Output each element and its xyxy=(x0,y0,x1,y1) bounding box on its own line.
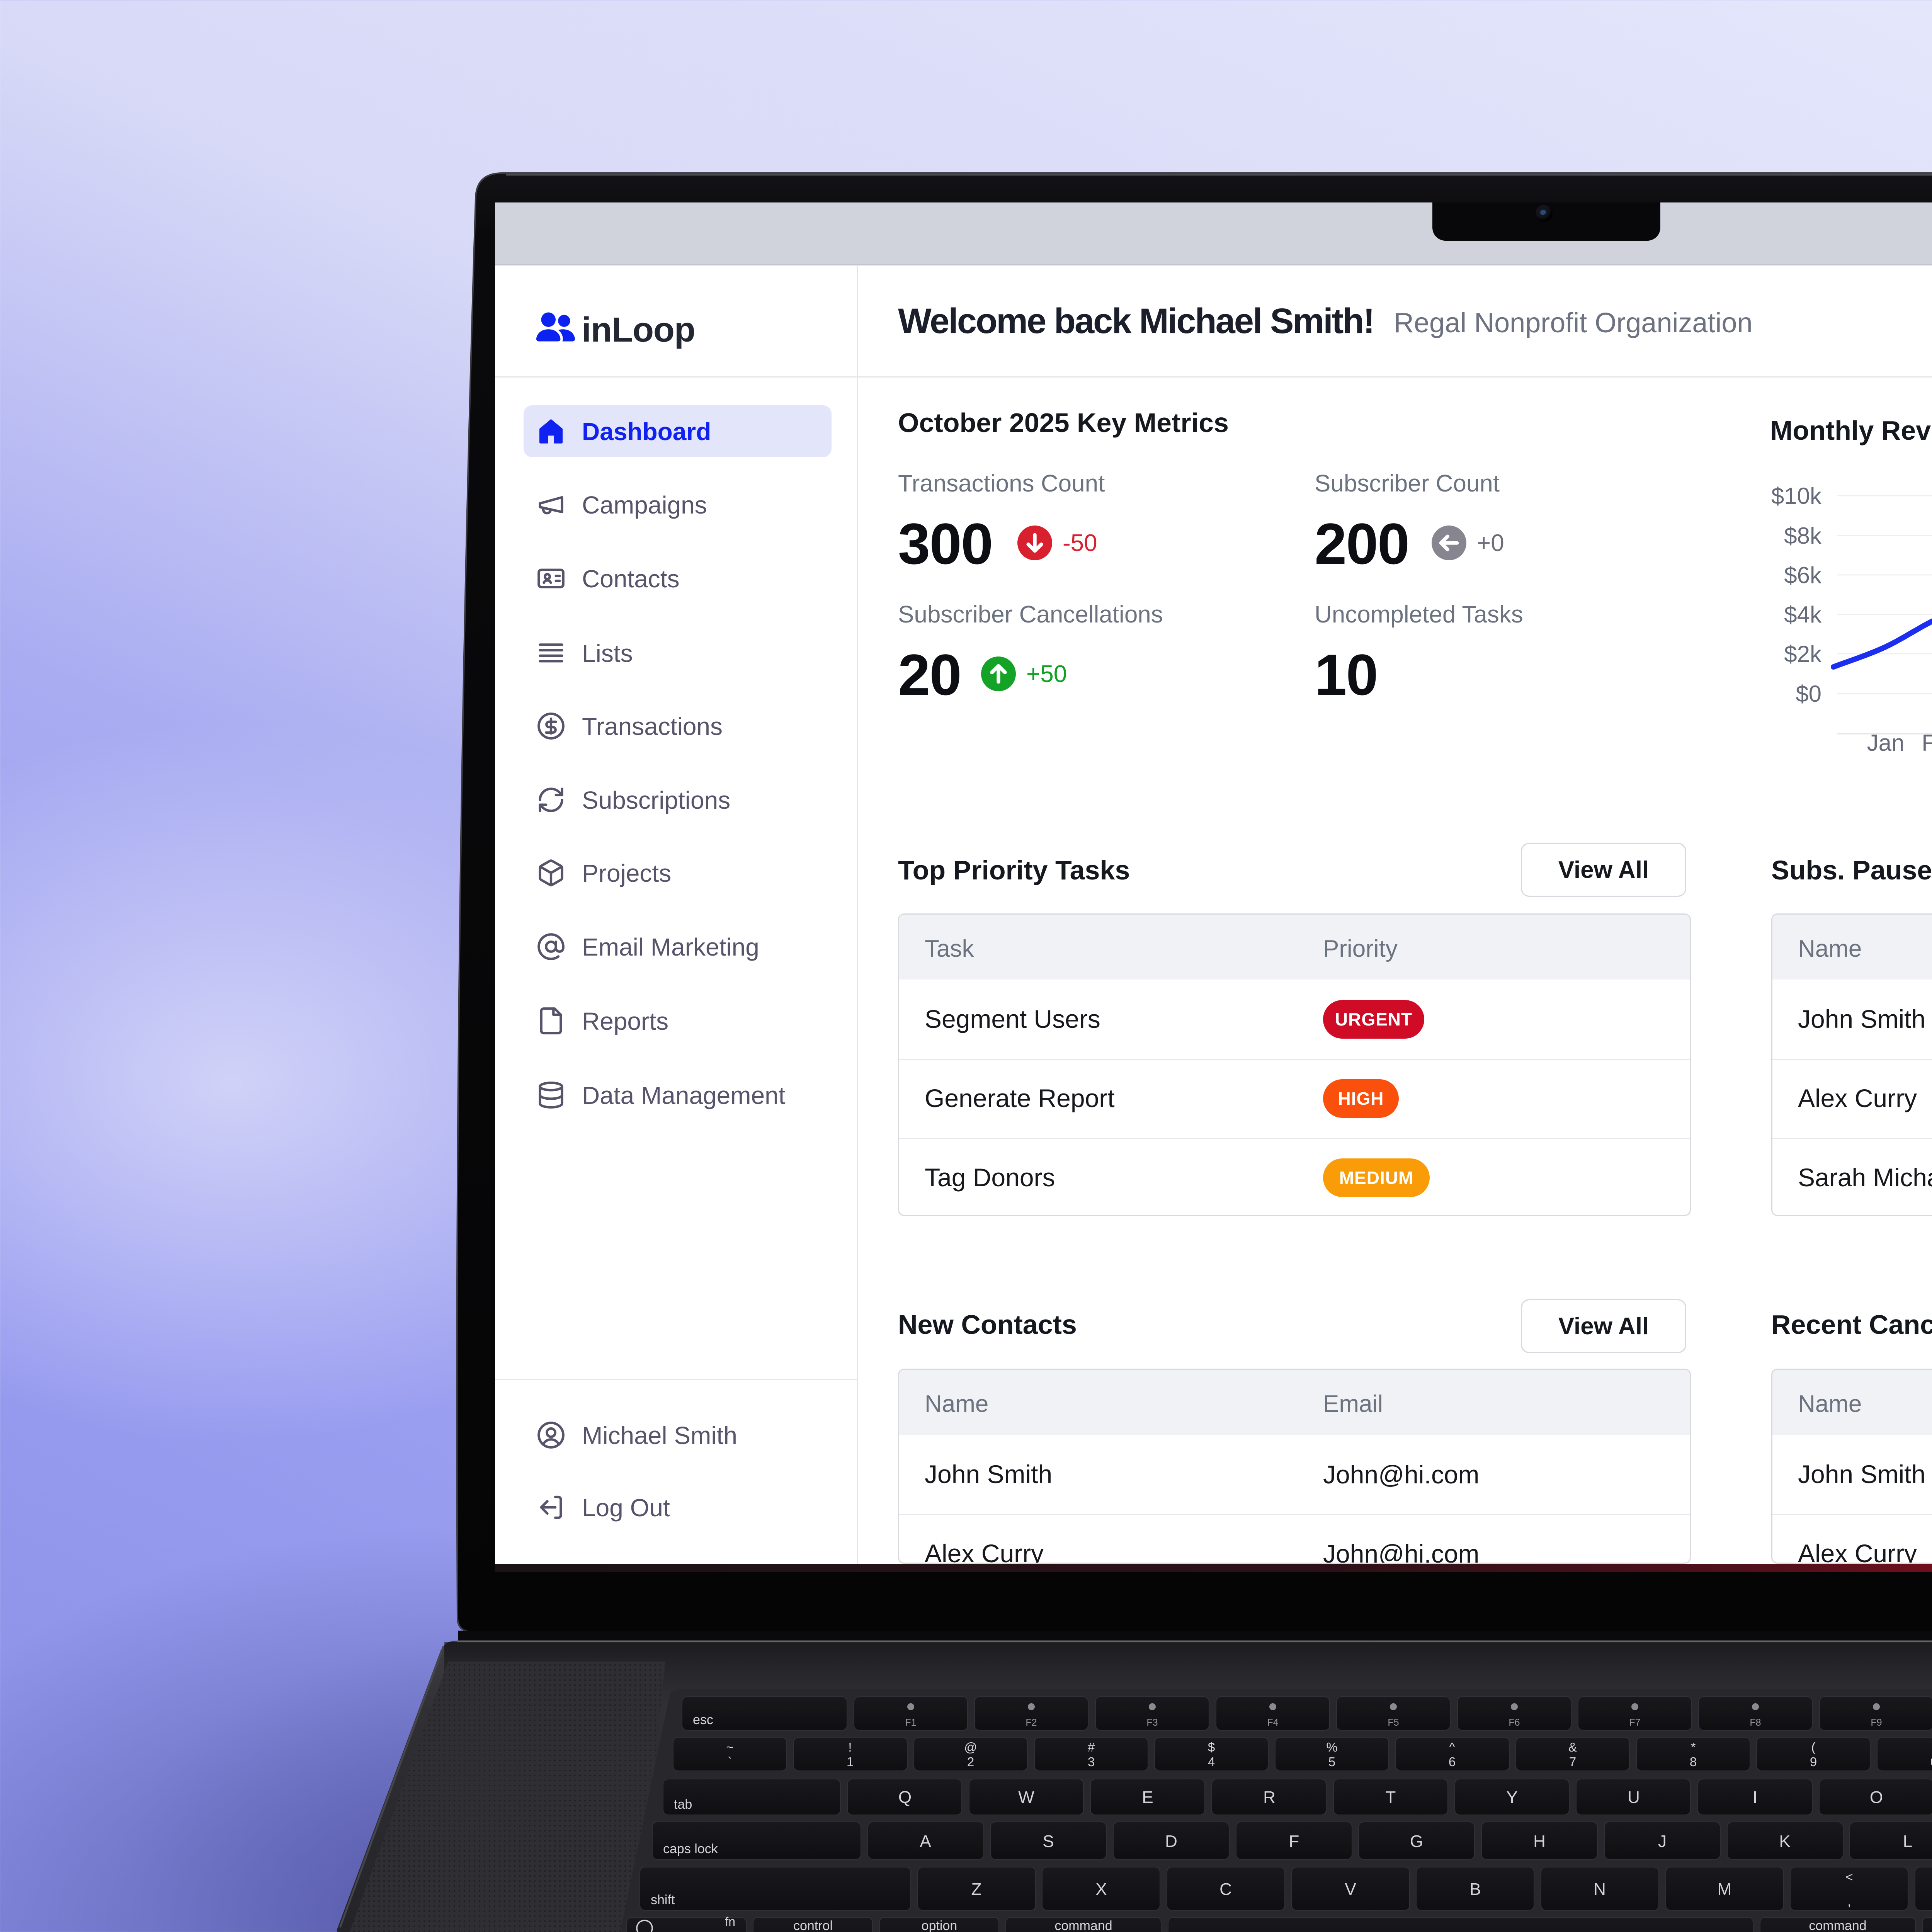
svg-text:Y: Y xyxy=(1506,1788,1517,1807)
svg-text:$: $ xyxy=(1208,1740,1215,1754)
svg-text:8: 8 xyxy=(1690,1755,1697,1769)
svg-text:N: N xyxy=(1594,1880,1606,1899)
svg-text:option: option xyxy=(922,1918,957,1932)
svg-text:R: R xyxy=(1263,1788,1276,1807)
svg-text:3: 3 xyxy=(1088,1755,1095,1769)
svg-text:F7: F7 xyxy=(1629,1717,1640,1728)
svg-text:esc: esc xyxy=(693,1713,713,1727)
svg-text:F3: F3 xyxy=(1146,1717,1158,1728)
svg-text:F6: F6 xyxy=(1509,1717,1520,1728)
svg-text:U: U xyxy=(1628,1788,1640,1807)
svg-text:!: ! xyxy=(848,1740,852,1754)
svg-text:9: 9 xyxy=(1810,1755,1817,1769)
svg-text:F2: F2 xyxy=(1026,1717,1037,1728)
svg-text:^: ^ xyxy=(1449,1740,1455,1754)
svg-text:@: @ xyxy=(964,1740,977,1754)
svg-text:G: G xyxy=(1410,1832,1423,1851)
svg-text:,: , xyxy=(1847,1894,1851,1908)
svg-text:<: < xyxy=(1845,1870,1853,1884)
svg-text:%: % xyxy=(1326,1740,1337,1754)
svg-text:S: S xyxy=(1043,1832,1054,1851)
svg-text:X: X xyxy=(1095,1880,1107,1899)
svg-text:7: 7 xyxy=(1569,1755,1576,1769)
svg-text:F9: F9 xyxy=(1871,1717,1882,1728)
svg-text:T: T xyxy=(1386,1788,1396,1807)
svg-text:caps lock: caps lock xyxy=(663,1842,718,1856)
svg-text:V: V xyxy=(1345,1880,1356,1899)
svg-text:tab: tab xyxy=(674,1797,692,1812)
svg-text:Q: Q xyxy=(898,1788,912,1807)
svg-text:#: # xyxy=(1088,1740,1095,1754)
svg-text:0: 0 xyxy=(1930,1755,1932,1769)
svg-text:F4: F4 xyxy=(1267,1717,1278,1728)
svg-text:6: 6 xyxy=(1449,1755,1456,1769)
svg-text:A: A xyxy=(920,1832,931,1851)
svg-text:L: L xyxy=(1903,1832,1912,1851)
svg-text:F8: F8 xyxy=(1750,1717,1761,1728)
svg-text:O: O xyxy=(1870,1788,1883,1807)
svg-text:B: B xyxy=(1469,1880,1481,1899)
svg-text:D: D xyxy=(1165,1832,1177,1851)
svg-text:Z: Z xyxy=(971,1880,982,1899)
svg-text:5: 5 xyxy=(1328,1755,1335,1769)
svg-text:4: 4 xyxy=(1208,1755,1215,1769)
svg-text:2: 2 xyxy=(967,1755,974,1769)
svg-text:command: command xyxy=(1054,1918,1112,1932)
svg-text:K: K xyxy=(1779,1832,1790,1851)
svg-text:C: C xyxy=(1219,1880,1232,1899)
svg-text:H: H xyxy=(1533,1832,1546,1851)
svg-text:*: * xyxy=(1691,1740,1696,1754)
svg-text:command: command xyxy=(1809,1918,1866,1932)
svg-text:E: E xyxy=(1142,1788,1153,1807)
svg-text:I: I xyxy=(1753,1788,1757,1807)
svg-text:1: 1 xyxy=(847,1755,854,1769)
svg-text:control: control xyxy=(793,1918,833,1932)
svg-text:F1: F1 xyxy=(905,1717,916,1728)
svg-text:~: ~ xyxy=(726,1740,733,1754)
svg-text:`: ` xyxy=(728,1755,732,1769)
svg-text:M: M xyxy=(1718,1880,1732,1899)
svg-text:(: ( xyxy=(1811,1740,1816,1754)
svg-text:fn: fn xyxy=(725,1915,735,1929)
svg-text:&: & xyxy=(1568,1740,1577,1754)
svg-text:W: W xyxy=(1018,1788,1034,1807)
svg-text:F5: F5 xyxy=(1388,1717,1399,1728)
svg-text:J: J xyxy=(1658,1832,1667,1851)
svg-text:shift: shift xyxy=(651,1893,675,1907)
svg-text:F: F xyxy=(1289,1832,1299,1851)
